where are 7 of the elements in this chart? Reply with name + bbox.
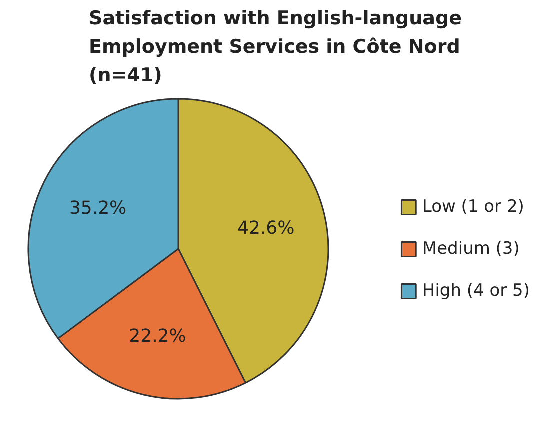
legend-label: High (4 or 5) [422, 280, 530, 300]
chart-title: Satisfaction with English-language Employment Services in Côte Nord (n=41) [89, 7, 462, 86]
data-label: 35.2% [69, 198, 127, 220]
legend-label: Medium (3) [422, 238, 520, 258]
data-label: 42.6% [237, 218, 295, 239]
data-label: 22.2% [129, 326, 186, 348]
legend-label: Low (1 or 2) [422, 196, 524, 216]
